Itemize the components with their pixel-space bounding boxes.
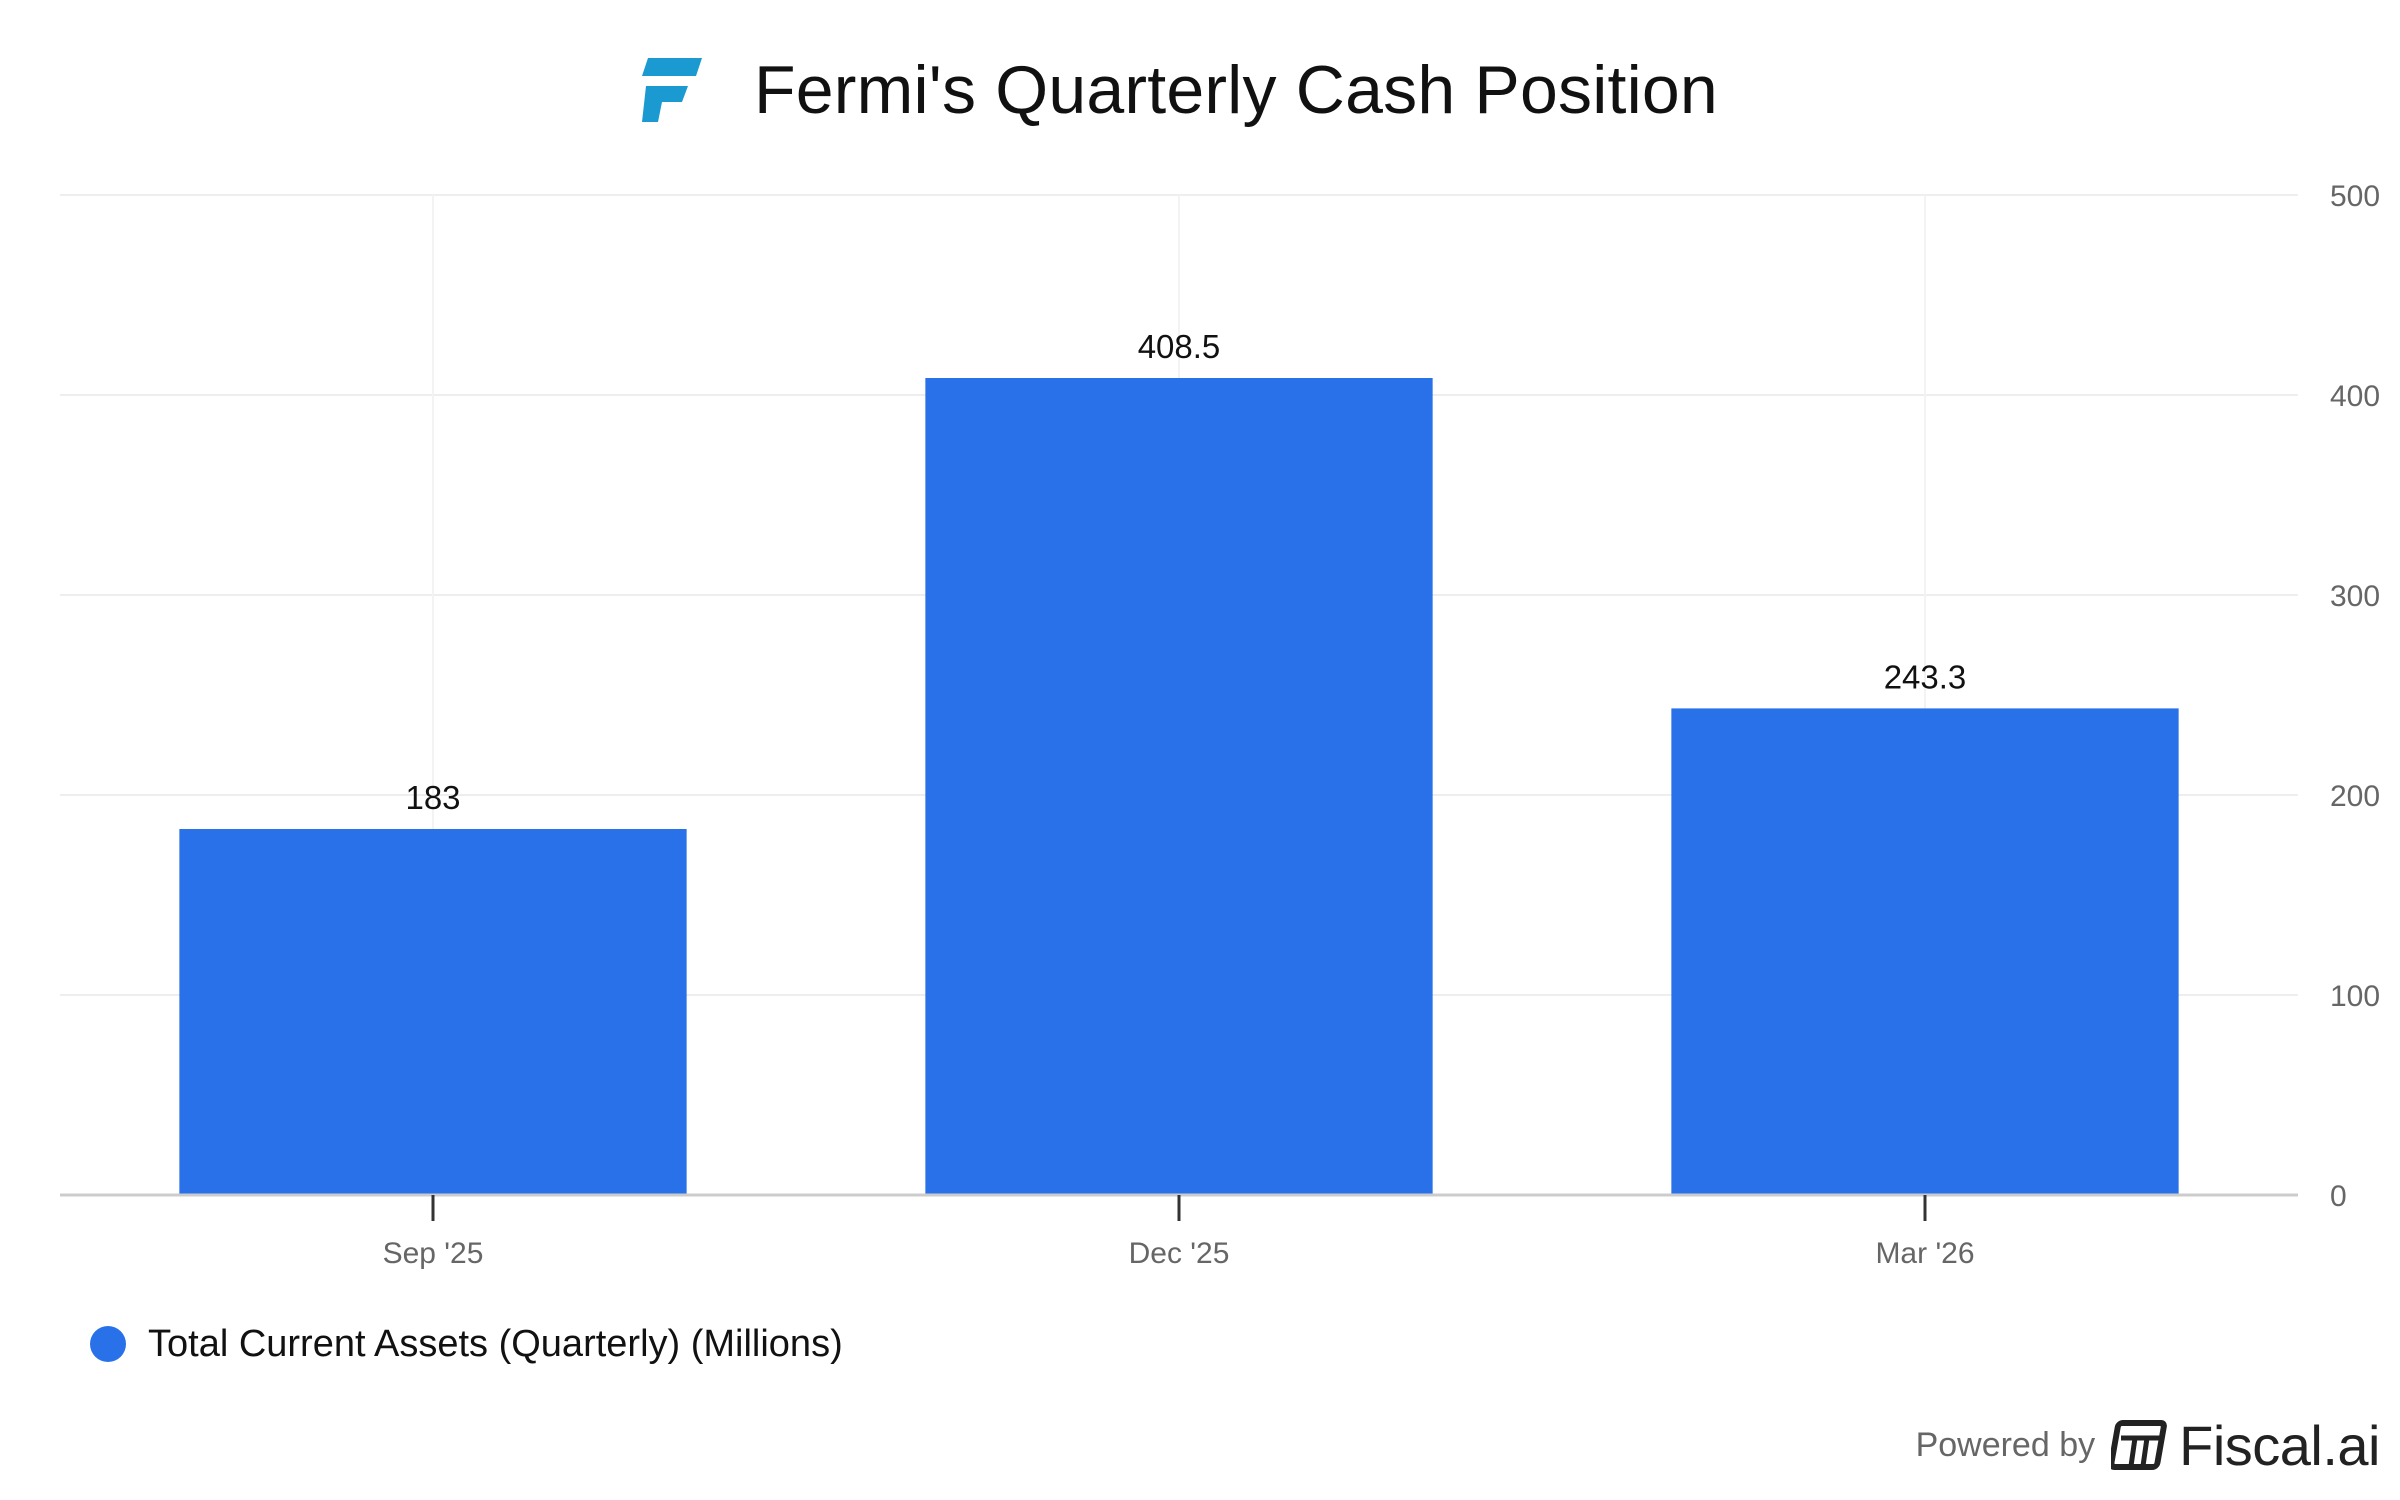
x-tick-label: Mar '26 bbox=[1875, 1237, 1974, 1270]
legend[interactable]: Total Current Assets (Quarterly) (Millio… bbox=[90, 1318, 843, 1370]
y-tick-label: 500 bbox=[2330, 180, 2380, 213]
bar-value-label: 243.3 bbox=[1884, 658, 1967, 695]
logo-top-stroke bbox=[642, 58, 703, 76]
powered-by-text: Powered by bbox=[1915, 1425, 2096, 1464]
x-tick-label: Sep '25 bbox=[383, 1237, 484, 1270]
bar[interactable] bbox=[179, 829, 687, 1195]
legend-swatch bbox=[90, 1326, 126, 1362]
chart-title: Fermi's Quarterly Cash Position bbox=[754, 52, 1718, 128]
x-tick-label: Dec '25 bbox=[1129, 1237, 1230, 1270]
y-tick-label: 0 bbox=[2330, 1180, 2347, 1213]
fiscal-ai-logo-icon bbox=[2111, 1420, 2167, 1470]
bar[interactable] bbox=[925, 378, 1433, 1195]
bar-value-label: 183 bbox=[405, 779, 460, 816]
powered-by[interactable]: Powered by Fiscal.ai bbox=[1915, 1410, 2381, 1480]
fermi-logo-icon bbox=[642, 58, 703, 122]
chart-header: Fermi's Quarterly Cash Position bbox=[0, 40, 2400, 140]
y-tick-label: 400 bbox=[2330, 380, 2380, 413]
bar[interactable] bbox=[1671, 708, 2179, 1195]
y-tick-label: 300 bbox=[2330, 580, 2380, 613]
legend-label: Total Current Assets (Quarterly) (Millio… bbox=[148, 1322, 843, 1365]
logo-bottom-stroke bbox=[642, 86, 689, 122]
bar-chart: 0 100 200 300 400 500 183 408.5 243.3 Sep '25 Dec … bbox=[60, 180, 2380, 1270]
y-tick-label: 100 bbox=[2330, 980, 2380, 1013]
fiscal-ai-brand: Fiscal.ai bbox=[2179, 1413, 2380, 1477]
bar-value-label: 408.5 bbox=[1138, 328, 1221, 365]
y-tick-label: 200 bbox=[2330, 780, 2380, 813]
